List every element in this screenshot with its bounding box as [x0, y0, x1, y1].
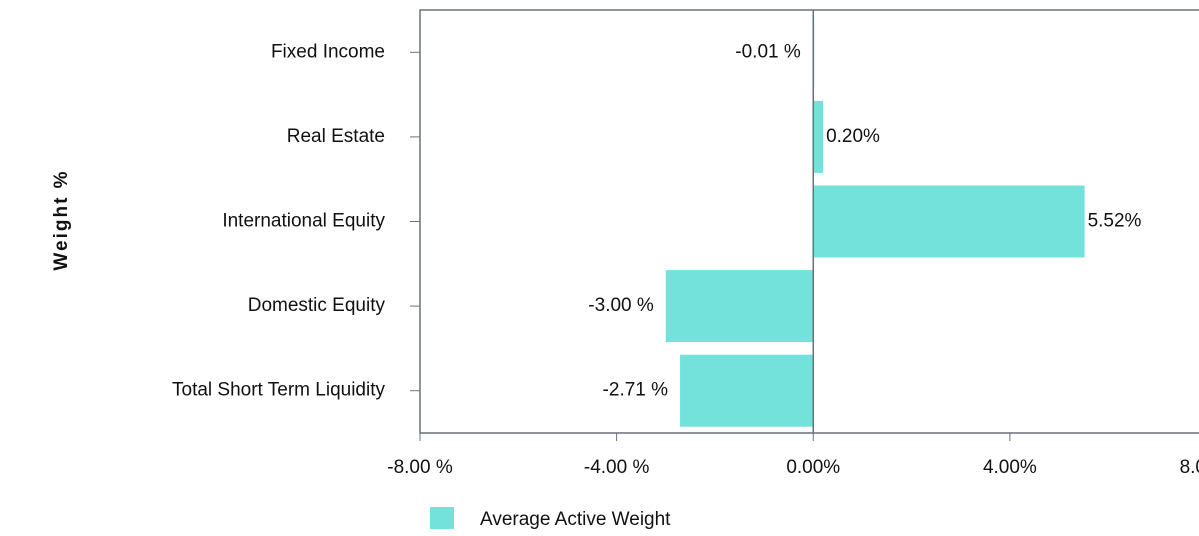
bar [813, 100, 824, 173]
value-label: 0.20% [826, 126, 880, 147]
x-tick-label: 4.00% [983, 457, 1037, 478]
bar [665, 270, 814, 343]
value-label: -0.01 % [735, 41, 801, 62]
y-tick-label: Fixed Income [271, 41, 385, 62]
y-tick-label: Total Short Term Liquidity [172, 380, 385, 401]
y-tick-label: Real Estate [287, 126, 385, 147]
value-label: -2.71 % [603, 380, 669, 401]
x-tick-label: 8.00% [1180, 457, 1199, 478]
x-tick-label: -4.00 % [584, 457, 650, 478]
x-tick-label: 0.00% [786, 457, 840, 478]
y-tick-label: Domestic Equity [248, 295, 386, 316]
y-axis-title: Weight % [51, 169, 72, 270]
legend-swatch [430, 507, 454, 529]
bar [680, 354, 814, 427]
bar [813, 185, 1085, 258]
x-tick-label: -8.00 % [387, 457, 453, 478]
value-label: 5.52% [1088, 211, 1142, 232]
value-label: -3.00 % [588, 295, 654, 316]
legend-label: Average Active Weight [480, 509, 671, 530]
y-tick-label: International Equity [222, 211, 385, 232]
